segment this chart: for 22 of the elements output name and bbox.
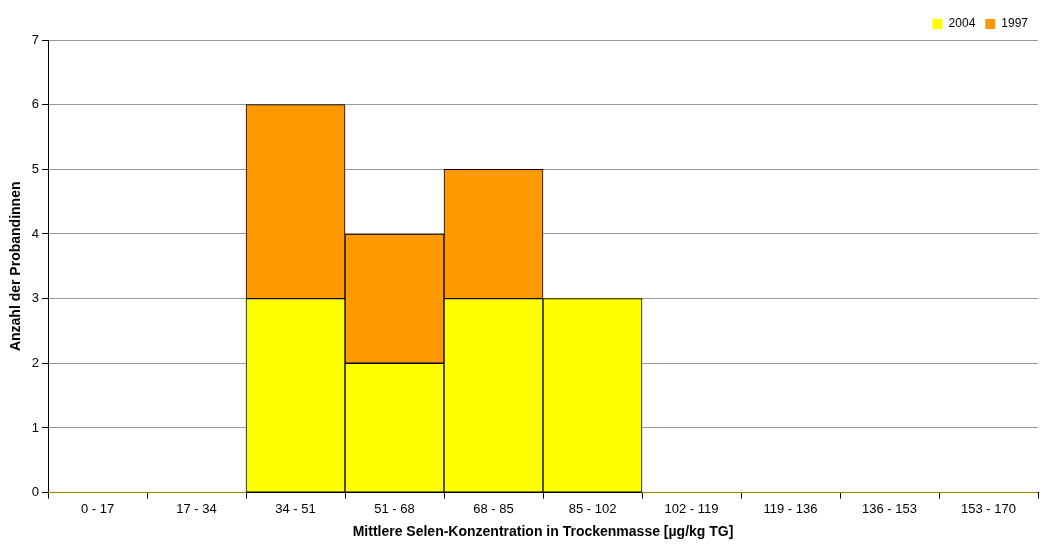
x-tick-label: 68 - 85 [473,500,514,516]
y-tick-label: 0 [31,484,40,500]
x-axis-title: Mittlere Selen-Konzentration in Trockenmasse [µg/kg TG] [352,523,734,540]
x-tick-label: 34 - 51 [275,500,316,516]
legend-label: 2004 [948,16,976,31]
x-tick-label: 17 - 34 [176,500,217,516]
y-tick-label: 3 [31,290,40,306]
x-tick-label: 102 - 119 [664,500,719,516]
x-tick-label: 153 - 170 [961,500,1016,516]
x-tick-label: 136 - 153 [862,500,917,516]
x-tick-label: 0 - 17 [80,500,115,516]
y-tick-label: 5 [31,160,40,176]
y-tick-label: 6 [31,96,40,112]
y-tick-label: 2 [31,354,40,370]
y-tick-label: 7 [31,31,40,47]
x-tick-label: 51 - 68 [374,500,415,516]
x-tick-label: 119 - 136 [763,500,818,516]
y-tick-label: 4 [31,225,40,241]
legend-label: 1997 [1001,16,1029,31]
y-tick-label: 1 [31,419,40,435]
y-axis-title: Anzahl der Probandinnen [7,181,24,352]
x-tick-label: 85 - 102 [568,500,617,516]
